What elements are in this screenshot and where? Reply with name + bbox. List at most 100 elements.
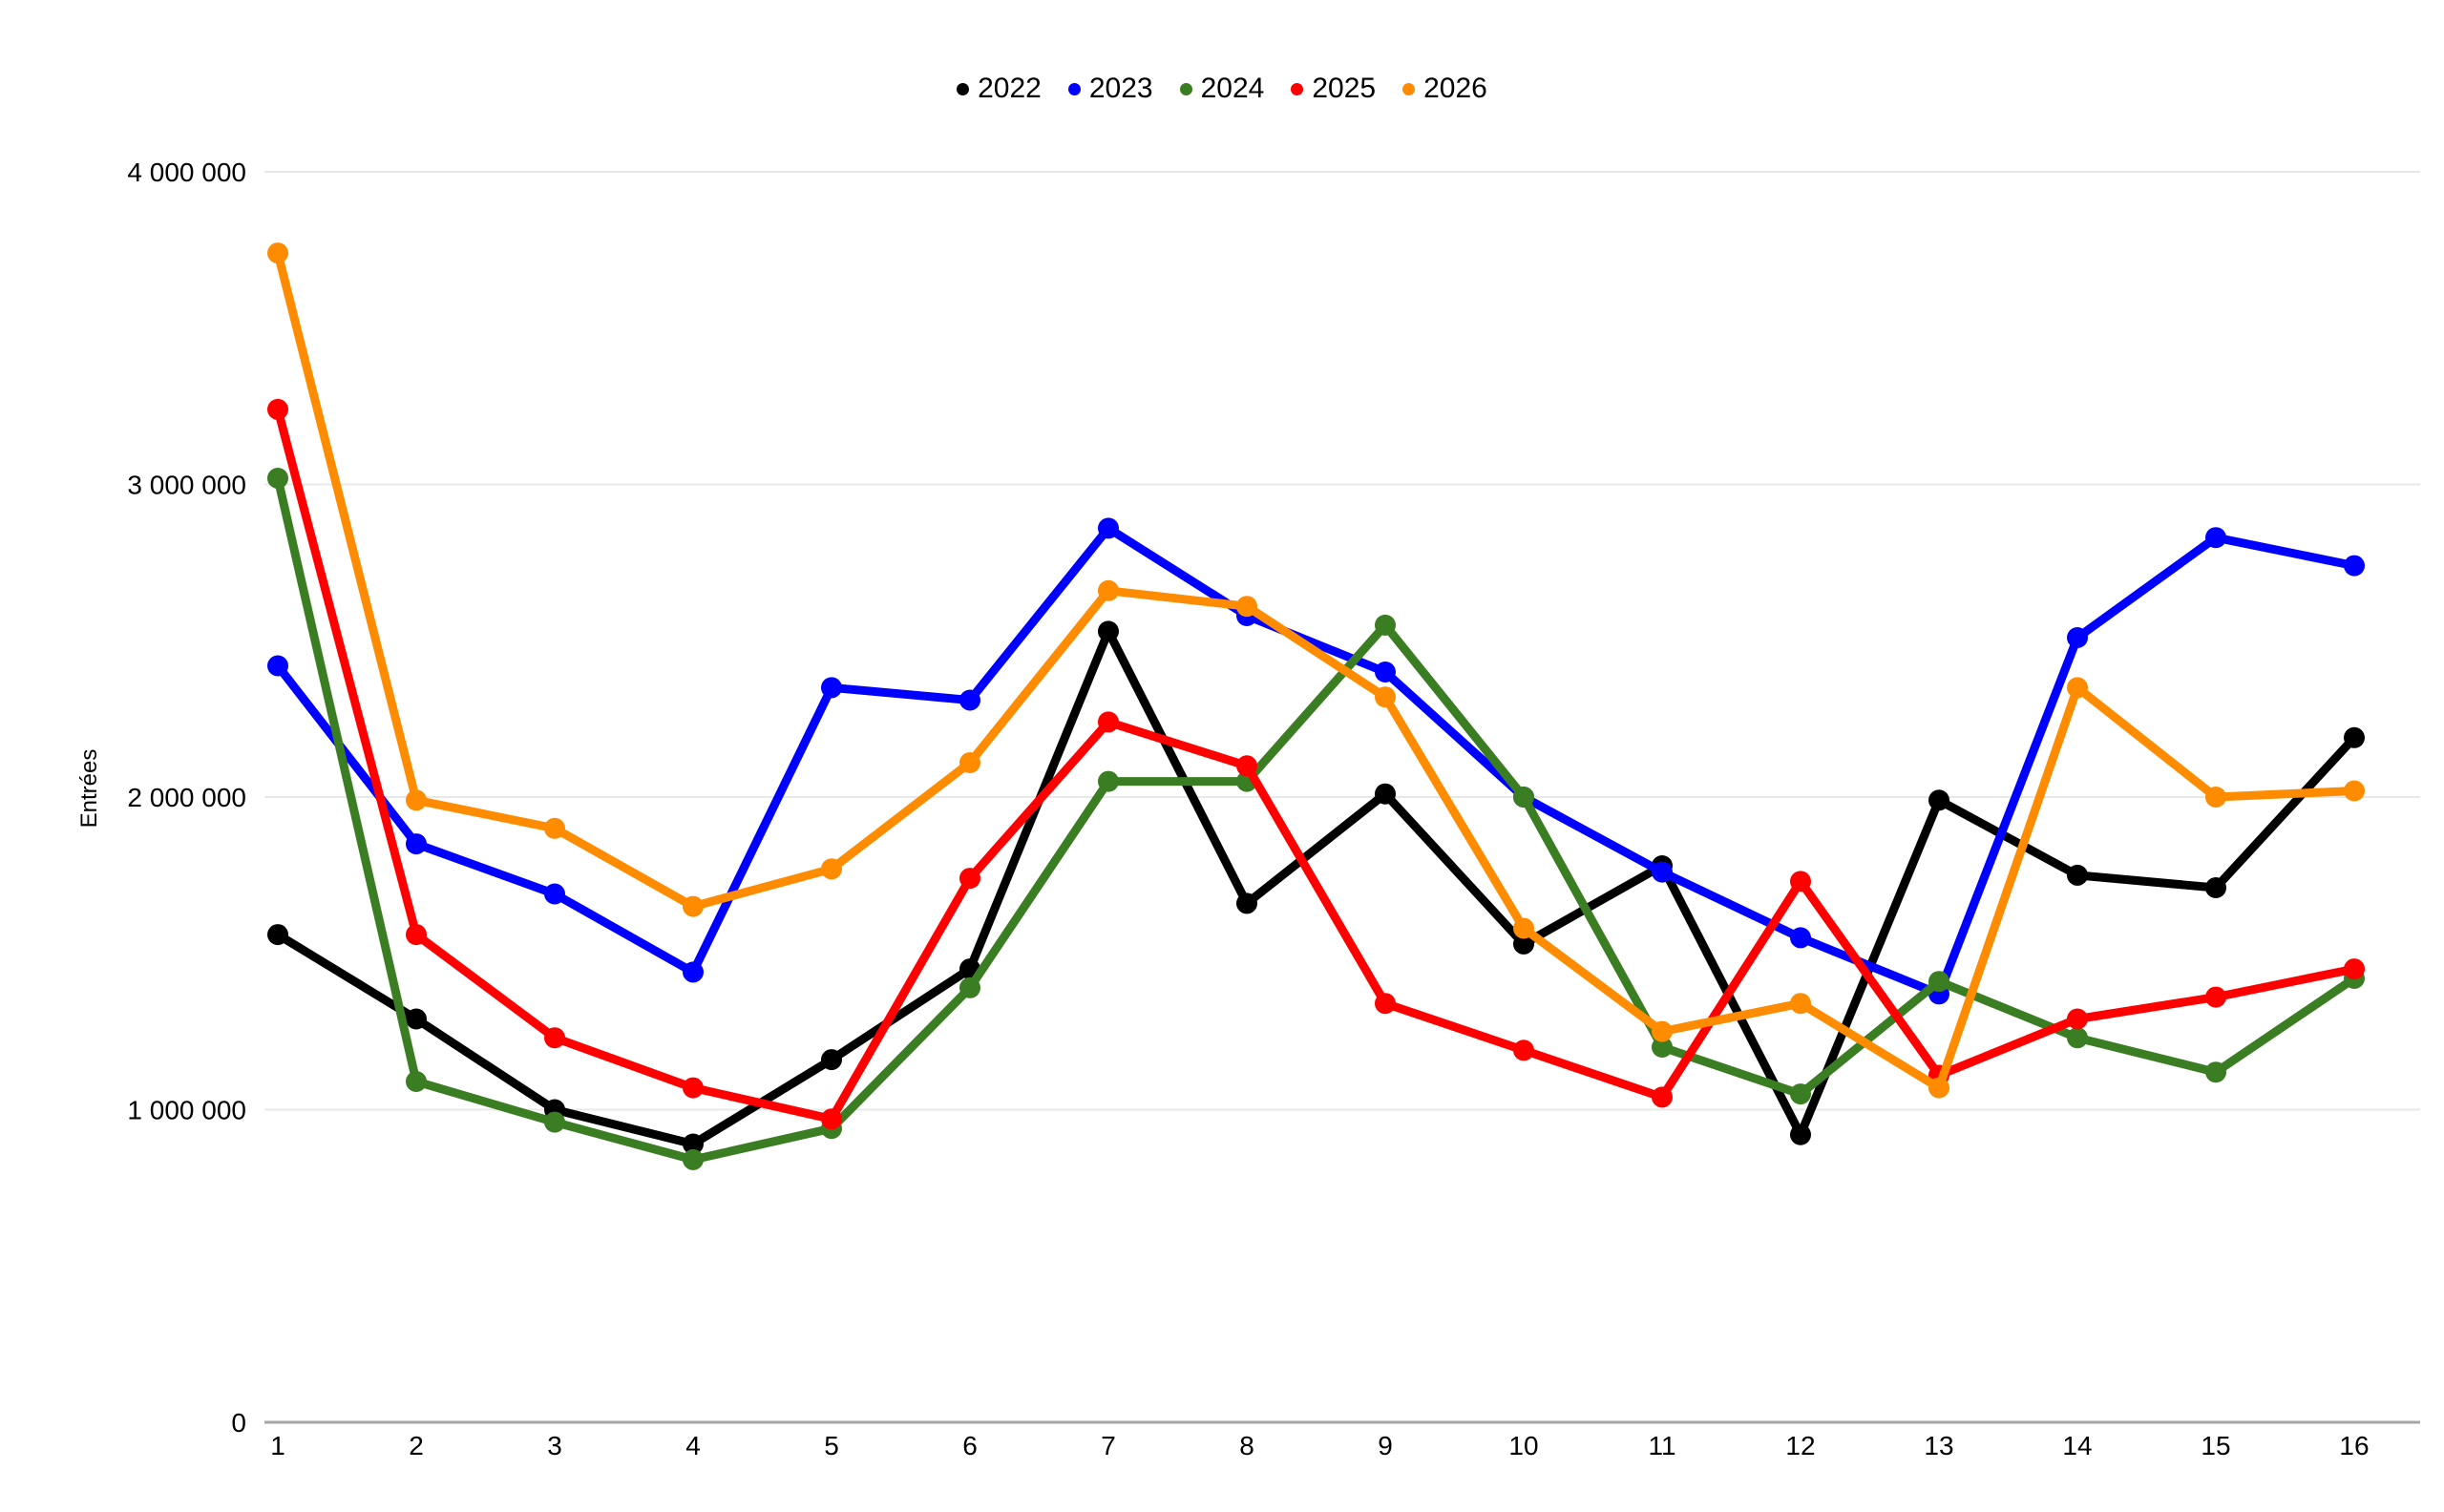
data-point-2025-2 xyxy=(406,924,427,946)
legend-label: 2023 xyxy=(1088,73,1153,104)
data-point-2024-11 xyxy=(1652,1037,1673,1058)
series-line-2022 xyxy=(273,626,2359,1148)
x-tick-label: 10 xyxy=(1508,1431,1538,1460)
legend-label: 2024 xyxy=(1200,73,1265,104)
legend-item-2026: 2026 xyxy=(1402,73,1487,105)
y-tick-label: 4 000 000 xyxy=(127,158,246,187)
data-point-2022-15 xyxy=(2205,877,2226,898)
data-point-2025-4 xyxy=(683,1077,704,1099)
legend-dot-2025 xyxy=(1291,82,1304,95)
legend-dot-2026 xyxy=(1402,82,1416,95)
data-point-2025-9 xyxy=(1375,993,1396,1015)
data-point-2022-4 xyxy=(683,1133,704,1155)
x-tick-label: 8 xyxy=(1239,1431,1254,1460)
legend-item-2024: 2024 xyxy=(1179,73,1265,105)
legend-label: 2025 xyxy=(1312,73,1377,104)
data-point-2022-13 xyxy=(1928,789,1949,811)
x-tick-label: 2 xyxy=(409,1431,424,1460)
data-point-2025-6 xyxy=(959,868,980,890)
legend-dot-2023 xyxy=(1067,82,1081,95)
data-point-2023-15 xyxy=(2205,527,2226,549)
x-tick-label: 1 xyxy=(270,1431,285,1460)
data-point-2023-7 xyxy=(1098,517,1119,539)
chart-legend: 2022 2023 2024 2025 2026 xyxy=(0,73,2444,105)
data-point-2026-16 xyxy=(2344,780,2365,802)
data-point-2024-13 xyxy=(1928,971,1949,993)
data-point-2024-6 xyxy=(959,976,980,998)
data-point-2026-2 xyxy=(406,789,427,811)
data-point-2024-7 xyxy=(1098,770,1119,792)
data-point-2023-4 xyxy=(683,961,704,983)
data-point-2022-10 xyxy=(1513,933,1534,955)
x-tick-label: 5 xyxy=(824,1431,839,1460)
x-tick-label: 11 xyxy=(1648,1431,1675,1460)
y-tick-label: 2 000 000 xyxy=(127,783,246,812)
data-point-2023-11 xyxy=(1652,861,1673,883)
legend-dot-2024 xyxy=(1179,82,1192,95)
data-point-2022-12 xyxy=(1790,1124,1811,1145)
data-point-2022-1 xyxy=(267,924,288,946)
data-point-2023-14 xyxy=(2067,627,2088,648)
data-point-2025-12 xyxy=(1790,871,1811,892)
data-point-2026-8 xyxy=(1236,596,1257,618)
data-point-2026-11 xyxy=(1652,1020,1673,1042)
data-point-2023-5 xyxy=(821,677,842,699)
data-point-2023-9 xyxy=(1375,662,1396,682)
series-line-2024 xyxy=(273,473,2359,1165)
x-tick-label: 7 xyxy=(1101,1431,1116,1460)
x-tick-label: 9 xyxy=(1378,1431,1393,1460)
legend-label: 2022 xyxy=(978,73,1042,104)
data-point-2024-14 xyxy=(2067,1027,2088,1049)
series-2026 xyxy=(267,242,2365,1099)
data-point-2026-14 xyxy=(2067,677,2088,699)
legend-item-2025: 2025 xyxy=(1291,73,1376,105)
data-point-2025-14 xyxy=(2067,1008,2088,1030)
y-tick-label: 3 000 000 xyxy=(127,471,246,500)
data-point-2022-7 xyxy=(1098,620,1119,642)
data-point-2026-9 xyxy=(1375,686,1396,708)
data-point-2022-14 xyxy=(2067,864,2088,886)
series-2025 xyxy=(267,398,2365,1130)
legend-dot-2022 xyxy=(957,82,970,95)
y-tick-label: 0 xyxy=(231,1408,246,1438)
x-tick-label: 4 xyxy=(685,1431,701,1460)
data-point-2025-15 xyxy=(2205,986,2226,1008)
data-point-2026-6 xyxy=(959,752,980,773)
data-point-2025-5 xyxy=(821,1108,842,1130)
data-point-2022-9 xyxy=(1375,783,1396,805)
data-point-2025-1 xyxy=(267,398,288,420)
data-point-2023-12 xyxy=(1790,927,1811,949)
data-point-2025-3 xyxy=(544,1027,565,1049)
series-line-2026 xyxy=(273,248,2359,1093)
series-2022 xyxy=(267,620,2365,1155)
data-point-2024-3 xyxy=(544,1111,565,1133)
data-point-2022-8 xyxy=(1236,892,1257,914)
legend-label: 2026 xyxy=(1423,73,1487,104)
data-point-2026-3 xyxy=(544,817,565,839)
data-point-2026-12 xyxy=(1790,993,1811,1015)
data-point-2024-12 xyxy=(1790,1083,1811,1105)
data-point-2025-7 xyxy=(1098,711,1119,733)
data-point-2022-5 xyxy=(821,1049,842,1071)
data-point-2023-1 xyxy=(267,655,288,677)
x-tick-label: 16 xyxy=(2339,1431,2369,1460)
x-tick-label: 6 xyxy=(962,1431,978,1460)
data-point-2026-5 xyxy=(821,858,842,880)
series-line-2025 xyxy=(273,405,2359,1124)
data-point-2026-13 xyxy=(1928,1077,1949,1099)
data-point-2024-15 xyxy=(2205,1061,2226,1083)
data-point-2026-15 xyxy=(2205,787,2226,808)
x-tick-label: 13 xyxy=(1924,1431,1953,1460)
data-point-2024-9 xyxy=(1375,614,1396,636)
data-point-2024-4 xyxy=(683,1148,704,1170)
data-point-2026-7 xyxy=(1098,579,1119,601)
data-point-2026-1 xyxy=(267,242,288,264)
data-point-2025-11 xyxy=(1652,1086,1673,1108)
data-point-2024-10 xyxy=(1513,787,1534,808)
data-point-2022-16 xyxy=(2344,726,2365,748)
series-2023 xyxy=(267,517,2365,1005)
data-point-2024-1 xyxy=(267,468,288,489)
legend-item-2023: 2023 xyxy=(1067,73,1153,105)
